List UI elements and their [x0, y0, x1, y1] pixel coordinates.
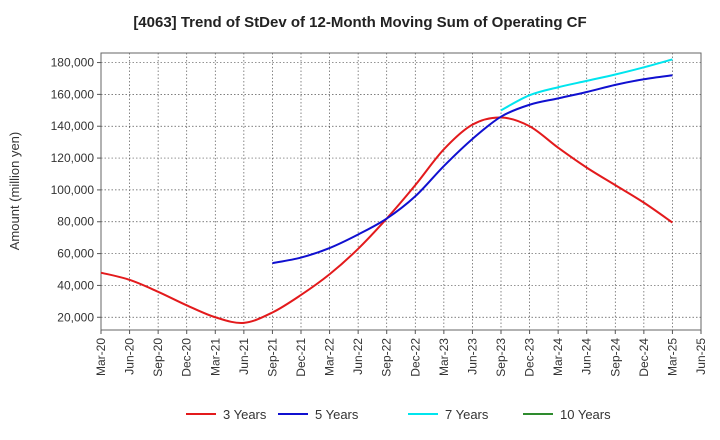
- x-tick-label: Jun-24: [580, 338, 594, 375]
- series-lines: [100, 58, 674, 324]
- x-tick-label: Dec-22: [408, 338, 422, 377]
- x-tick-label: Mar-23: [437, 338, 451, 376]
- y-tick-label: 60,000: [57, 247, 94, 261]
- x-tick-label: Mar-25: [665, 338, 679, 376]
- series-line-5-years: [272, 74, 673, 265]
- y-tick-label: 120,000: [51, 151, 95, 165]
- x-tick-label: Sep-20: [151, 338, 165, 377]
- x-tick-label: Sep-23: [494, 338, 508, 377]
- y-tick-label: 40,000: [57, 278, 94, 292]
- x-tick-label: Mar-21: [208, 338, 222, 376]
- y-axis: 20,000 40,000 60,000 80,000 100,000 120,000 14…: [51, 56, 101, 324]
- x-tick-label: Dec-21: [294, 338, 308, 377]
- x-tick-label: Dec-23: [523, 338, 537, 377]
- legend: 3 Years 5 Years 7 Years 10 Years: [186, 407, 611, 422]
- y-tick-label: 160,000: [51, 87, 95, 101]
- y-tick-label: 140,000: [51, 119, 95, 133]
- plot-area: [100, 52, 702, 331]
- x-tick-label: Dec-20: [180, 338, 194, 377]
- grid-lines: [101, 53, 701, 330]
- x-tick-label: Jun-21: [237, 338, 251, 375]
- y-axis-title: Amount (million yen): [7, 132, 22, 251]
- y-tick-label: 180,000: [51, 56, 95, 70]
- x-tick-label: Jun-20: [123, 338, 137, 375]
- legend-label: 10 Years: [560, 407, 611, 422]
- x-tick-label: Jun-23: [465, 338, 479, 375]
- x-axis: Mar-20 Jun-20 Sep-20 Dec-20 Mar-21 Jun-21 Sep-…: [94, 330, 708, 377]
- x-tick-label: Jun-25: [694, 338, 708, 375]
- x-tick-label: Jun-22: [351, 338, 365, 375]
- legend-label: 5 Years: [315, 407, 359, 422]
- y-tick-label: 80,000: [57, 215, 94, 229]
- x-tick-label: Sep-21: [265, 338, 279, 377]
- series-line-7-years: [500, 58, 673, 112]
- y-tick-label: 100,000: [51, 183, 95, 197]
- x-tick-label: Sep-22: [380, 338, 394, 377]
- x-tick-label: Sep-24: [608, 338, 622, 377]
- x-tick-label: Mar-20: [94, 338, 108, 376]
- y-tick-label: 20,000: [57, 310, 94, 324]
- plot-border: [100, 52, 702, 331]
- legend-label: 3 Years: [223, 407, 267, 422]
- legend-label: 7 Years: [445, 407, 489, 422]
- x-tick-label: Mar-22: [323, 338, 337, 376]
- x-tick-label: Dec-24: [637, 338, 651, 377]
- x-tick-label: Mar-24: [551, 338, 565, 376]
- chart-title: [4063] Trend of StDev of 12-Month Moving…: [133, 14, 587, 31]
